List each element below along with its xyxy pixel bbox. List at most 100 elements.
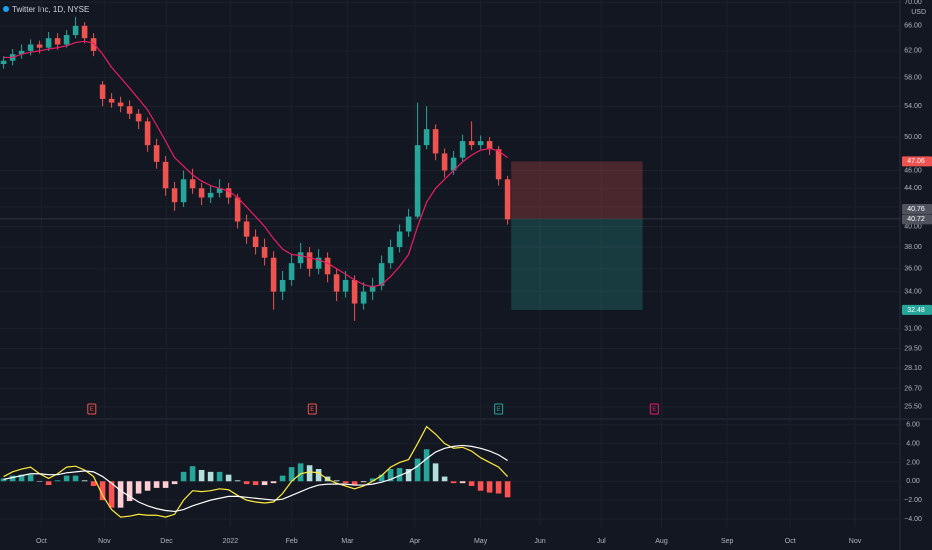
- symbol-icon: [3, 6, 9, 12]
- x-tick-label: Aug: [655, 538, 668, 545]
- y-tick-label: 4.00: [906, 440, 920, 447]
- candle-body: [387, 247, 394, 264]
- target-label: 32.48: [907, 307, 925, 314]
- histogram-bar: [207, 471, 214, 482]
- y-tick-label: 62.00: [904, 48, 922, 55]
- histogram-bar: [9, 475, 16, 482]
- histogram-bar: [396, 468, 403, 482]
- candle-body: [18, 50, 25, 55]
- histogram-bar: [351, 481, 358, 486]
- histogram-bar: [36, 481, 43, 482]
- candle-body: [261, 247, 268, 258]
- candle-body: [414, 145, 421, 217]
- candle-body: [306, 252, 313, 269]
- candle-body: [207, 192, 214, 198]
- x-tick-label: Nov: [849, 538, 862, 545]
- y-tick-label: 31.00: [904, 325, 922, 332]
- y-tick-label: −2.00: [904, 497, 922, 504]
- earnings-marker: [494, 403, 504, 415]
- histogram-bar: [171, 481, 178, 485]
- histogram-bar: [486, 481, 493, 493]
- histogram-bar: [225, 474, 232, 482]
- candle-body: [45, 38, 52, 48]
- candle-body: [27, 44, 34, 51]
- candle-body: [243, 221, 250, 237]
- earnings-label: E: [652, 407, 656, 413]
- candle-body: [333, 274, 340, 292]
- x-tick-label: Dec: [160, 538, 173, 545]
- last-price-label: 40.72: [907, 216, 925, 223]
- candle-body: [234, 197, 241, 222]
- candle-body: [0, 60, 7, 65]
- x-tick-label: Jul: [597, 538, 606, 545]
- histogram-bar: [99, 481, 106, 501]
- candle-body: [189, 179, 196, 189]
- histogram-bar: [441, 476, 448, 482]
- y-tick-label: 28.10: [904, 365, 922, 372]
- candle-body: [72, 25, 79, 36]
- macd-line: [3, 425, 509, 518]
- y-tick-label: 70.00: [904, 0, 922, 6]
- moving-average: [3, 40, 508, 288]
- y-tick-label: 58.00: [904, 74, 922, 81]
- x-tick-label: Nov: [98, 538, 111, 545]
- candle-body: [288, 263, 295, 280]
- x-tick-label: Sep: [721, 538, 734, 545]
- histogram-bar: [81, 480, 88, 482]
- earnings-marker: [87, 403, 97, 415]
- histogram-bar: [54, 480, 61, 482]
- y-tick-label: 25.50: [904, 404, 922, 411]
- candle-body: [504, 179, 511, 220]
- histogram-bar: [234, 480, 241, 482]
- candle-body: [378, 263, 385, 286]
- x-tick-label: Mar: [341, 538, 354, 545]
- candle-body: [432, 129, 439, 154]
- earnings-marker: [649, 403, 659, 415]
- candle-body: [198, 188, 205, 198]
- histogram-bar: [459, 481, 466, 484]
- candle-body: [99, 84, 106, 99]
- histogram-bar: [405, 469, 412, 482]
- histogram-bar: [27, 474, 34, 482]
- histogram-bar: [252, 481, 259, 486]
- histogram-bar: [0, 478, 7, 482]
- histogram-bar: [495, 481, 502, 494]
- earnings-marker: [307, 403, 317, 415]
- target-zone: [511, 218, 643, 310]
- histogram-bar: [477, 481, 484, 491]
- x-tick-label: May: [474, 538, 488, 545]
- candle-body: [279, 279, 286, 292]
- candle-body: [36, 44, 43, 48]
- last-price-label-bg: [902, 214, 932, 225]
- y-tick-label: 29.50: [904, 345, 922, 352]
- histogram-bar: [153, 481, 160, 488]
- histogram-bar: [261, 481, 268, 486]
- candle-body: [342, 279, 349, 292]
- candle-body: [81, 25, 88, 39]
- y-tick-label: 2.00: [906, 459, 920, 466]
- candle-body: [396, 231, 403, 248]
- y-tick-label: 34.00: [904, 288, 922, 295]
- candle-body: [369, 285, 376, 292]
- y-tick-label: 54.00: [904, 103, 922, 110]
- y-tick-label: 66.00: [904, 23, 922, 30]
- histogram-bar: [360, 481, 367, 483]
- y-tick-label: 44.00: [904, 185, 922, 192]
- x-tick-label: Oct: [36, 538, 47, 545]
- candle-body: [180, 179, 187, 203]
- histogram-bar: [279, 475, 286, 482]
- candle-body: [459, 141, 466, 158]
- histogram-bar: [270, 481, 277, 484]
- candle-body: [360, 291, 367, 304]
- candle-body: [324, 257, 331, 275]
- x-tick-label: Jun: [534, 538, 545, 545]
- candle-body: [351, 279, 358, 304]
- histogram-bar: [333, 480, 340, 482]
- y-tick-label: 6.00: [906, 422, 920, 429]
- histogram-bar: [378, 474, 385, 482]
- stop-label-bg: [902, 156, 932, 167]
- stop-label: 47.06: [907, 158, 925, 165]
- histogram-bar: [90, 481, 97, 486]
- stop-zone: [511, 161, 643, 219]
